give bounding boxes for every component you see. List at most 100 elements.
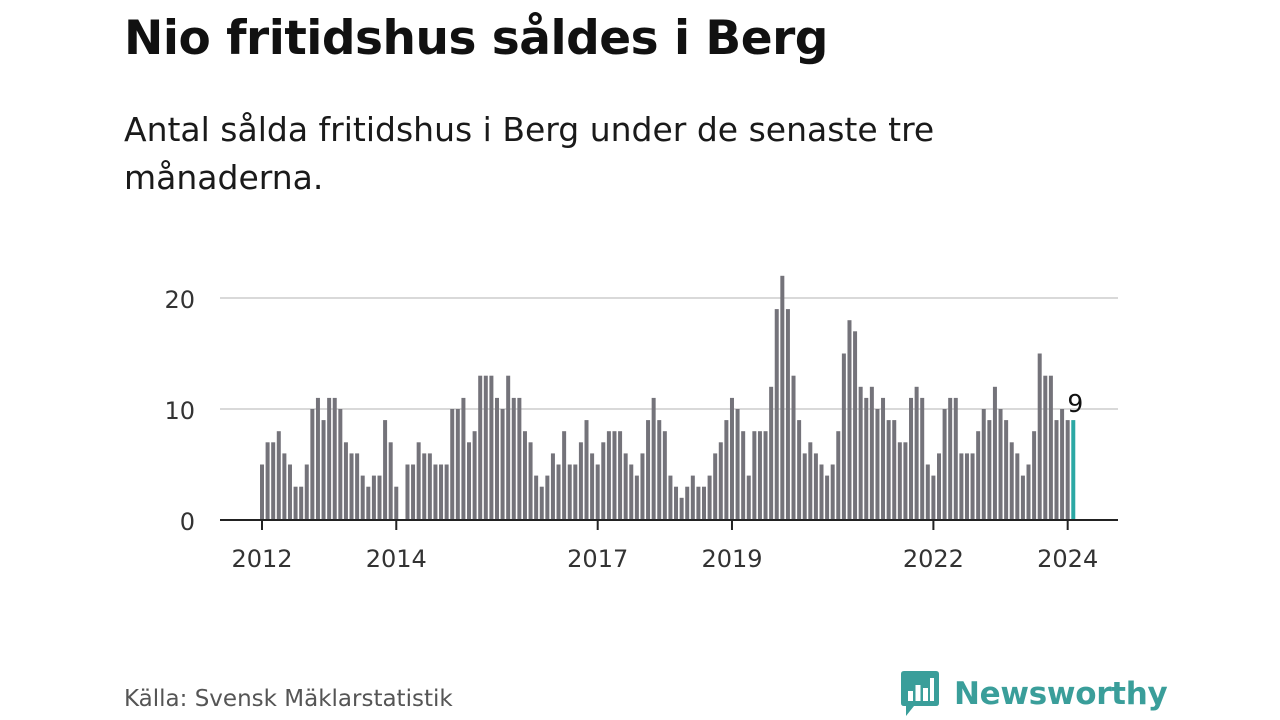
bar: [707, 475, 712, 520]
y-tick-label: 0: [180, 508, 195, 536]
bar: [729, 397, 734, 520]
bar: [964, 453, 969, 520]
source-note: Källa: Svensk Mäklarstatistik: [124, 686, 453, 712]
bar: [271, 442, 276, 520]
bar: [830, 464, 835, 520]
bar: [522, 431, 527, 520]
bar: [925, 464, 930, 520]
y-tick-label: 10: [164, 397, 195, 425]
bar: [741, 431, 746, 520]
bar: [774, 309, 779, 520]
bar: [1048, 375, 1053, 520]
bar: [567, 464, 572, 520]
bar: [646, 420, 651, 520]
bar: [349, 453, 354, 520]
bar: [483, 375, 488, 520]
highlight-value-label: 9: [1067, 389, 1083, 418]
bar: [439, 464, 444, 520]
bar: [763, 431, 768, 520]
bar: [433, 464, 438, 520]
bar: [489, 375, 494, 520]
chart-title: Nio fritidshus såldes i Berg: [124, 11, 828, 66]
bar: [455, 409, 460, 520]
bar: [411, 464, 416, 520]
bar: [813, 453, 818, 520]
bar: [858, 386, 863, 520]
x-tick-label: 2022: [903, 545, 964, 573]
bar: [1065, 420, 1070, 520]
bar: [332, 397, 337, 520]
bar: [590, 453, 595, 520]
bar: [668, 475, 673, 520]
bar: [265, 442, 270, 520]
bar: [1043, 375, 1048, 520]
bar: [674, 486, 679, 520]
bar: [869, 386, 874, 520]
bar: [909, 397, 914, 520]
bar: [629, 464, 634, 520]
tick-labels: 0 10 20 2012 2014 2017 2019 2022 2024 9: [164, 286, 1098, 573]
bar: [534, 475, 539, 520]
bar: [886, 420, 891, 520]
bar: [735, 409, 740, 520]
bar: [511, 397, 516, 520]
bar: [327, 397, 332, 520]
bar: [321, 420, 326, 520]
bar: [797, 420, 802, 520]
bar: [293, 486, 298, 520]
bar: [953, 397, 958, 520]
bar: [405, 464, 410, 520]
bar: [528, 442, 533, 520]
bar: [724, 420, 729, 520]
bar: [785, 309, 790, 520]
bar: [612, 431, 617, 520]
bar: [875, 409, 880, 520]
bar: [718, 442, 723, 520]
x-tick-label: 2019: [701, 545, 762, 573]
bar: [1009, 442, 1014, 520]
bar-chart: 0 10 20 2012 2014 2017 2019 2022 2024 9: [164, 275, 1118, 573]
bar: [752, 431, 757, 520]
bar: [853, 331, 858, 520]
bar: [315, 397, 320, 520]
bar: [702, 486, 706, 520]
bar: [713, 453, 718, 520]
bar: [383, 420, 388, 520]
bar: [1015, 453, 1020, 520]
bar: [981, 409, 986, 520]
bar: [970, 453, 975, 520]
bar: [892, 420, 897, 520]
bar: [1004, 420, 1009, 520]
bar: [260, 464, 264, 520]
bar: [338, 409, 343, 520]
bar: [618, 431, 623, 520]
axes: [220, 519, 1118, 530]
bar: [343, 442, 348, 520]
bar: [377, 475, 382, 520]
bar: [394, 486, 399, 520]
bar: [287, 464, 292, 520]
bar: [360, 475, 365, 520]
bar: [685, 486, 690, 520]
bar: [657, 420, 662, 520]
bar: [472, 431, 477, 520]
bar: [696, 486, 701, 520]
bar: [467, 442, 472, 520]
bar: [304, 464, 309, 520]
brand-logo: Newsworthy: [900, 668, 1168, 720]
bar: [914, 386, 919, 520]
bar: [992, 386, 997, 520]
bar: [276, 431, 281, 520]
bar: [746, 475, 751, 520]
bar: [1037, 353, 1042, 520]
bar: [623, 453, 628, 520]
grid-lines: [220, 297, 1118, 410]
bar: [690, 475, 695, 520]
chart-subtitle: Antal sålda fritidshus i Berg under de s…: [124, 110, 935, 197]
bar: [847, 320, 852, 520]
bar: [545, 475, 550, 520]
bar: [931, 475, 936, 520]
bar: [1020, 475, 1025, 520]
bar: [595, 464, 600, 520]
bar: [679, 497, 684, 520]
